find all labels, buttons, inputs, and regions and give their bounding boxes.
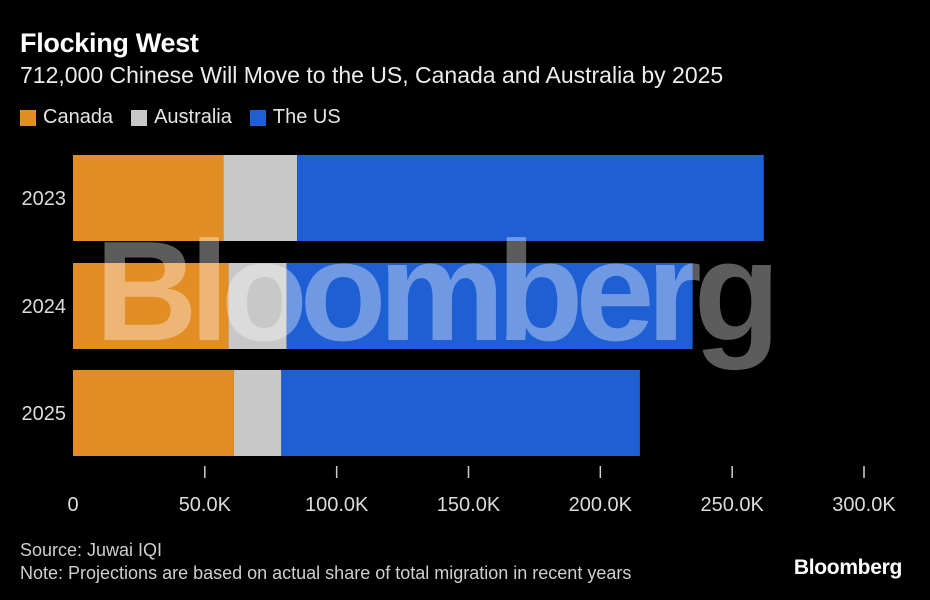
category-label-2024: 2024	[22, 296, 67, 318]
bar-2023-the-us	[297, 155, 764, 241]
legend-item-canada: Canada	[20, 106, 113, 129]
bar-layer	[73, 155, 764, 456]
bar-2025-australia	[233, 370, 282, 456]
bar-2025-canada	[73, 370, 234, 456]
x-tick-label: 200.0K	[569, 494, 633, 516]
source-note: Source: Juwai IQI	[20, 540, 163, 560]
legend-swatch-the-us	[249, 109, 266, 126]
bar-2025-the-us	[281, 370, 640, 456]
legend-item-the-us: The US	[249, 106, 341, 129]
bar-2024-the-us	[286, 263, 693, 349]
bloomberg-watermark: Bloomberg	[95, 212, 772, 371]
stacked-bar-chart: 2023 2024 2025 0 50.0K 100.0K 150.0K 200.0K 250…	[22, 155, 896, 516]
bar-2023-australia	[223, 155, 298, 241]
footnote: Note: Projections are based on actual sh…	[20, 563, 632, 583]
legend-swatch-canada	[20, 109, 36, 126]
x-tick-label: 250.0K	[700, 494, 764, 516]
category-label-2025: 2025	[22, 403, 67, 425]
legend-label-australia: Australia	[154, 106, 232, 128]
chart-subtitle: 712,000 Chinese Will Move to the US, Can…	[20, 62, 724, 88]
x-tick-label: 50.0K	[179, 494, 232, 516]
category-label-2023: 2023	[22, 188, 67, 210]
x-tick-label: 100.0K	[305, 494, 369, 516]
bloomberg-logo: Bloomberg	[793, 556, 902, 579]
legend-label-the-us: The US	[272, 106, 341, 128]
x-tick-label: 300.0K	[832, 494, 896, 516]
legend-label-canada: Canada	[43, 106, 114, 128]
x-tick-label: 0	[67, 494, 78, 516]
legend-swatch-australia	[131, 109, 148, 126]
x-tick-label: 150.0K	[437, 494, 501, 516]
chart-title: Flocking West	[20, 28, 199, 58]
legend: Canada Australia The US	[20, 106, 341, 129]
bar-2024-canada	[73, 263, 229, 349]
bar-2024-australia	[228, 263, 287, 349]
bar-2023-canada	[73, 155, 224, 241]
category-label-layer: 2023 2024 2025	[22, 188, 67, 425]
x-axis: 0 50.0K 100.0K 150.0K 200.0K 250.0K 300.0K	[67, 466, 896, 516]
legend-item-australia: Australia	[131, 106, 232, 129]
